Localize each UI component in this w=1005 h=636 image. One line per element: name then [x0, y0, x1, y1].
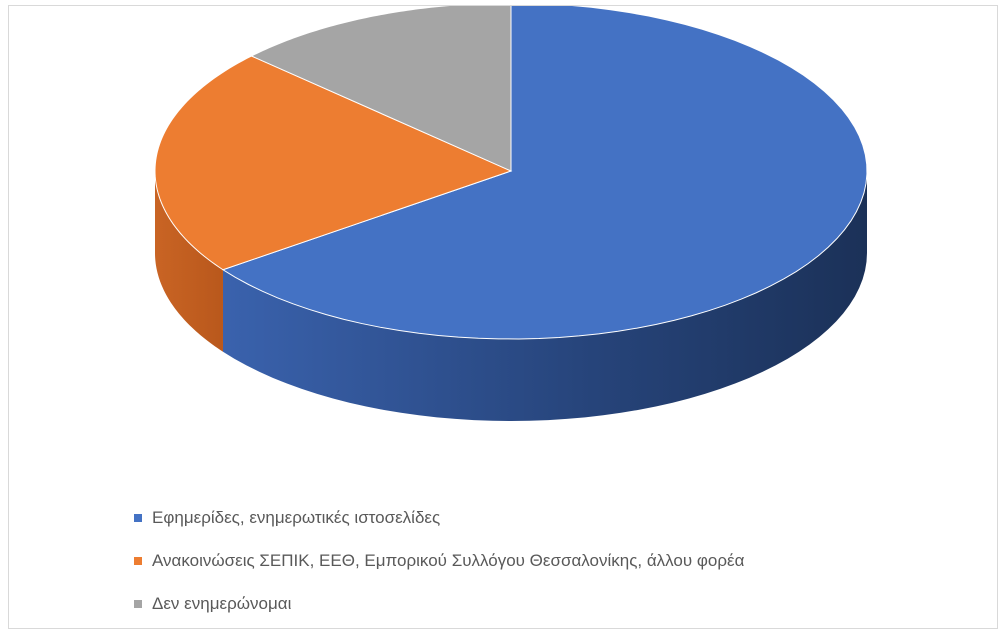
legend-swatch	[134, 600, 142, 608]
legend-swatch	[134, 557, 142, 565]
legend-label: Ανακοινώσεις ΣΕΠΙΚ, ΕΕΘ, Εμπορικού Συλλό…	[152, 551, 745, 570]
legend-swatch	[134, 514, 142, 522]
pie-chart	[154, 6, 868, 421]
pie-slice	[154, 55, 513, 271]
legend-label: Εφημερίδες, ενημερωτικές ιστοσελίδες	[152, 508, 441, 527]
pie-slice-side	[155, 171, 223, 352]
pie-slice-side	[222, 171, 868, 421]
chart-area: Εφημερίδες, ενημερωτικές ιστοσελίδες Ανα…	[8, 5, 998, 629]
legend-item: Εφημερίδες, ενημερωτικές ιστοσελίδες	[134, 506, 744, 530]
pie-slice	[221, 6, 868, 340]
pie-slice	[250, 6, 512, 172]
legend-label: Δεν ενημερώνομαι	[152, 594, 292, 613]
legend-item: Δεν ενημερώνομαι	[134, 592, 744, 616]
legend: Εφημερίδες, ενημερωτικές ιστοσελίδες Ανα…	[134, 506, 744, 635]
legend-item: Ανακοινώσεις ΣΕΠΙΚ, ΕΕΘ, Εμπορικού Συλλό…	[134, 549, 744, 573]
